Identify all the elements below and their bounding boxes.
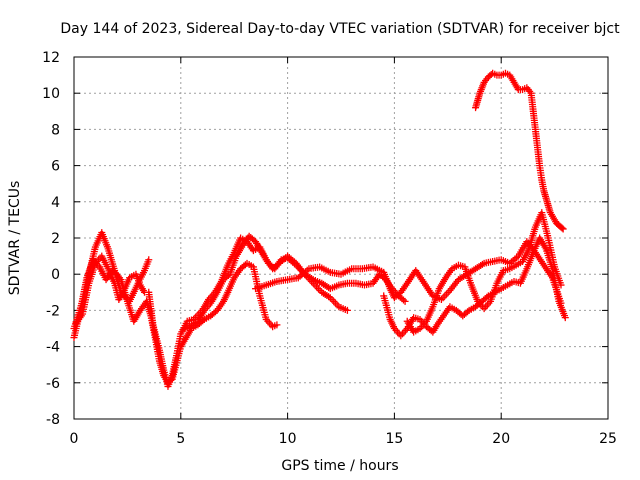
- y-axis-label: SDTVAR / TECUs: [7, 181, 23, 296]
- data-points: [70, 69, 569, 390]
- y-tick-label: 10: [42, 86, 60, 102]
- axis-ticks: [73, 56, 609, 420]
- data-point: [401, 297, 409, 305]
- y-tick-label: -2: [46, 303, 60, 319]
- chart-title: Day 144 of 2023, Sidereal Day-to-day VTE…: [60, 21, 620, 37]
- x-tick-label: 25: [599, 431, 617, 447]
- data-point: [273, 321, 281, 329]
- y-tick-labels: -8 -6 -4 -2 0 2 4 6 8 10 12: [42, 50, 60, 428]
- y-tick-label: -6: [46, 376, 60, 392]
- series-trace-9: [472, 69, 567, 233]
- data-point: [145, 256, 153, 264]
- y-tick-label: 2: [51, 231, 60, 247]
- x-tick-label: 5: [176, 431, 185, 447]
- y-tick-label: 4: [51, 195, 60, 211]
- x-tick-label: 0: [70, 431, 79, 447]
- series-trace-6: [252, 238, 565, 307]
- y-tick-label: 8: [51, 122, 60, 138]
- x-tick-labels: 0 5 10 15 20 25: [70, 431, 617, 447]
- x-tick-label: 15: [385, 431, 403, 447]
- series-trace-7: [380, 234, 569, 340]
- series-trace-4: [145, 234, 351, 390]
- data-point: [557, 281, 565, 289]
- data-point: [559, 225, 567, 233]
- grid-lines: [74, 57, 608, 419]
- y-tick-label: -8: [46, 412, 60, 428]
- data-point-interp: [399, 296, 407, 304]
- y-tick-label: 12: [42, 50, 60, 66]
- data-point: [561, 314, 569, 322]
- y-tick-label: -4: [46, 340, 60, 356]
- series-trace-8: [403, 209, 565, 336]
- data-point-interp: [558, 224, 566, 232]
- data-point-interp: [464, 308, 472, 316]
- x-axis-label: GPS time / hours: [281, 458, 398, 474]
- series-trace-5: [181, 232, 409, 332]
- y-tick-label: 0: [51, 267, 60, 283]
- data-point-interp: [224, 272, 232, 280]
- x-tick-label: 10: [279, 431, 297, 447]
- data-point: [343, 306, 351, 314]
- x-tick-label: 20: [492, 431, 510, 447]
- y-tick-label: 6: [51, 159, 60, 175]
